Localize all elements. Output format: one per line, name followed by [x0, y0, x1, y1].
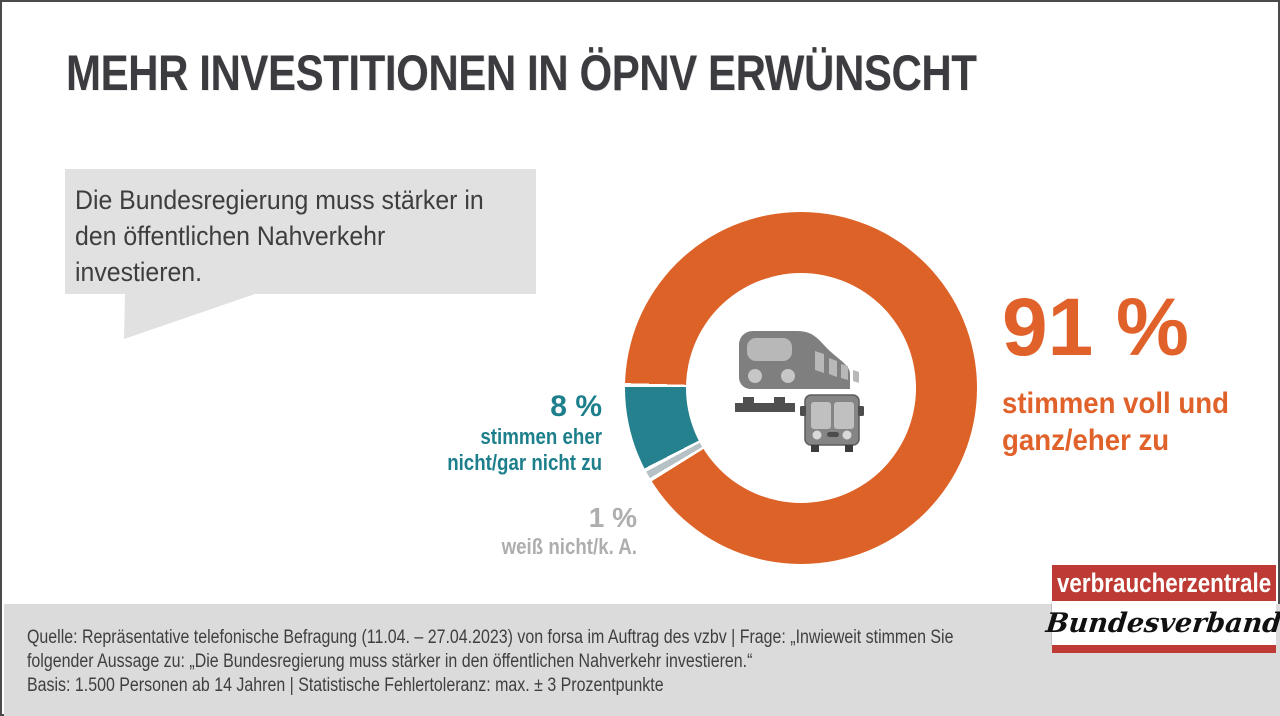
source-note-line: Basis: 1.500 Personen ab 14 Jahren | Sta… — [27, 675, 664, 696]
source-note: Quelle: Repräsentative telefonische Befr… — [27, 626, 953, 698]
agree-percent: 91 % — [1002, 282, 1189, 373]
disagree-text-line: nicht/gar nicht zu — [447, 450, 602, 475]
speech-bubble-text: Die Bundesregierung muss stärker in den … — [75, 182, 484, 290]
agree-text: stimmen voll und ganz/eher zu — [1002, 385, 1249, 459]
unknown-percent: 1 % — [588, 502, 637, 533]
logo-script: Bundesverband — [1045, 601, 1280, 645]
agree-text-line: stimmen voll und — [1002, 387, 1229, 420]
train-and-bus-icon — [735, 331, 864, 452]
logo-wordmark: verbraucherzentrale — [1052, 565, 1276, 601]
speech-bubble-line: Die Bundesregierung muss stärker in — [75, 185, 484, 215]
source-note-line: folgender Aussage zu: „Die Bundesregieru… — [27, 651, 753, 672]
speech-bubble-tail — [124, 293, 258, 339]
speech-bubble: Die Bundesregierung muss stärker in den … — [65, 169, 536, 294]
source-note-line: Quelle: Repräsentative telefonische Befr… — [27, 627, 954, 648]
logo-script-text: Bundesverband — [1044, 607, 1280, 639]
page-title: MEHR INVESTITIONEN IN ÖPNV ERWÜNSCHT — [66, 45, 977, 101]
label-unknown: 1 % weiß nicht/k. A. — [401, 501, 637, 560]
logo-underline — [1052, 645, 1276, 653]
speech-bubble-line: investieren. — [75, 257, 203, 287]
disagree-percent: 8 % — [550, 390, 602, 423]
speech-bubble-line: den öffentlichen Nahverkehr — [75, 221, 386, 251]
disagree-text-line: stimmen eher — [480, 424, 602, 449]
agree-text-line: ganz/eher zu — [1002, 424, 1170, 457]
logo-wordmark-text: verbraucherzentrale — [1056, 567, 1272, 598]
label-disagree: 8 % stimmen eher nicht/gar nicht zu — [342, 390, 602, 476]
vzbv-logo: verbraucherzentrale Bundesverband — [1045, 565, 1280, 653]
donut-chart — [625, 212, 977, 564]
unknown-text-line: weiß nicht/k. A. — [501, 534, 637, 559]
label-agree: 91 % stimmen voll und ganz/eher zu — [1002, 287, 1249, 459]
